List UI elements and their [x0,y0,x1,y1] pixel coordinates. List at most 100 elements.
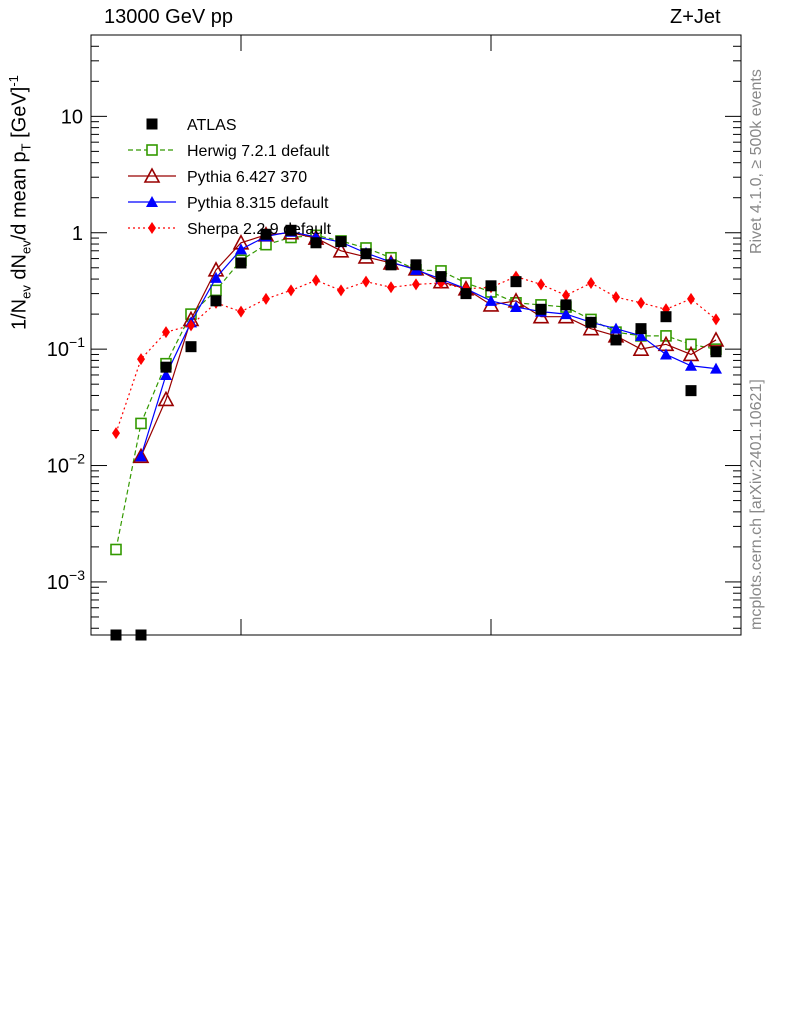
data-point [210,295,222,307]
data-point [360,248,372,260]
data-point [210,284,222,297]
data-point [685,338,697,351]
legend-entry: Pythia 8.315 default [128,195,329,212]
data-point [235,257,247,269]
data-point [687,292,695,305]
data-point [135,450,147,462]
data-point [162,326,170,339]
y-tick-label: 10−3 [47,567,85,594]
data-point [562,289,570,302]
data-point [610,322,622,334]
data-point [637,296,645,309]
series-line [115,275,717,434]
series-line [140,232,717,457]
data-point [332,242,350,258]
data-point [157,390,175,407]
legend-label: Pythia 6.427 370 [187,169,307,186]
legend-entry: ATLAS [146,117,237,134]
data-point [287,284,295,297]
y-tick-label: 10−2 [47,451,85,478]
data-point [710,362,722,374]
data-point [385,259,397,271]
legend-marker [143,167,161,183]
y-tick-label: 10−1 [47,334,85,361]
legend: ATLAS Herwig 7.2.1 default Pythia 6.427 37… [128,117,332,238]
data-point [710,346,722,358]
legend-entry: Pythia 6.427 370 [128,167,307,186]
data-point [362,275,370,288]
data-point [412,278,420,291]
data-point [135,417,147,430]
legend-marker [146,118,158,130]
data-point [260,228,272,240]
mcplots-label: mcplots.cern.ch [arXiv:2401.10621] [748,379,765,630]
data-point [285,224,297,236]
data-point [632,340,650,356]
header-right-label: Z+Jet [670,6,721,28]
data-point [312,274,320,287]
data-point [110,629,122,641]
data-point [535,303,547,315]
y-axis: 10−3 10−2 10−1 1 10 [47,34,741,635]
legend-marker [146,196,158,207]
series-layer [110,224,725,641]
data-point [510,301,522,313]
data-point [635,329,647,341]
y-tick-label: 1 [72,223,83,245]
data-point [387,281,395,294]
data-point [485,280,497,292]
plot-border [90,34,742,636]
data-point [610,334,622,346]
data-point [712,313,720,326]
data-point [160,368,172,380]
data-point [485,294,497,306]
data-point [135,629,147,641]
legend-label: Pythia 8.315 default [187,195,329,212]
data-point [237,305,245,318]
y-axis-label: 1/Nev dNev/d mean pT [GeV]-1 [6,75,34,330]
data-point [685,385,697,397]
y-tick-label: 10 [61,106,83,128]
data-point [160,361,172,373]
data-point [585,316,597,328]
series-line [140,231,717,457]
data-point [435,271,447,283]
data-point [337,284,345,297]
data-point [660,311,672,323]
plot-frame [90,34,742,636]
data-point [560,308,572,320]
data-point [560,299,572,311]
data-point [612,291,620,304]
legend-label: ATLAS [187,117,237,134]
data-point [310,237,322,249]
data-point [335,236,347,248]
data-point [410,259,422,271]
data-point [262,292,270,305]
series-pythia-8-315-default [135,225,722,462]
legend-marker [146,144,158,156]
data-point [137,353,145,366]
header-left-label: 13000 GeV pp [104,6,233,28]
data-point [132,447,150,464]
legend-marker [148,222,156,234]
data-point [587,277,595,290]
data-point [110,543,122,556]
data-point [510,276,522,288]
legend-entry: Sherpa 2.2.9 default [128,221,332,238]
legend-entry: Herwig 7.2.1 default [128,143,330,160]
data-point [660,348,672,360]
series-atlas [110,224,722,641]
data-point [635,323,647,335]
data-point [235,243,247,255]
data-point [112,427,120,440]
legend-label: Sherpa 2.2.9 default [187,221,332,238]
data-point [707,331,725,347]
data-point [582,319,600,336]
rivet-version-label: Rivet 4.1.0, ≥ 500k events [748,69,765,254]
legend-label: Herwig 7.2.1 default [187,143,330,160]
data-point [685,359,697,371]
data-point [537,278,545,291]
data-point [460,288,472,300]
data-point [185,341,197,353]
